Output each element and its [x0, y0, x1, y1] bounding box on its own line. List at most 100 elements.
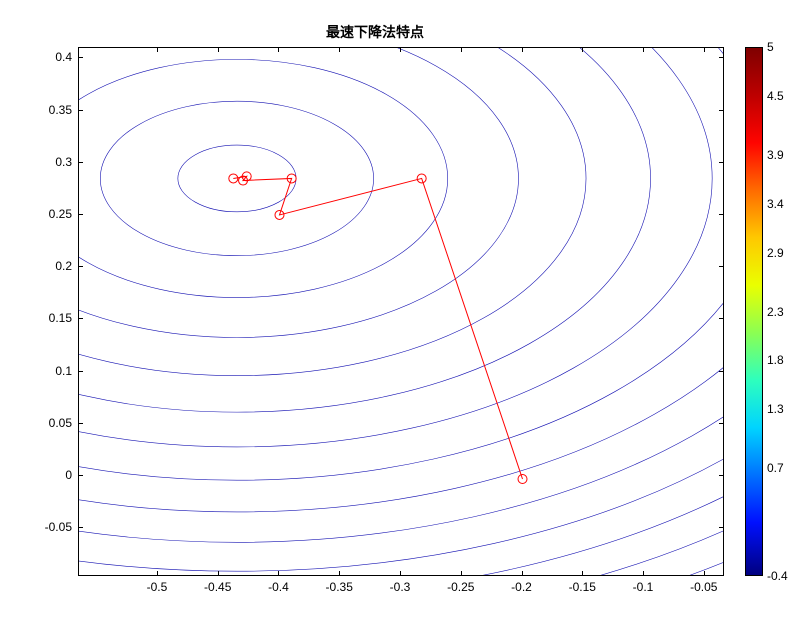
contour-level [79, 48, 723, 480]
x-tick-mark [643, 47, 644, 52]
contour-level [79, 48, 723, 575]
y-tick-mark [78, 527, 83, 528]
y-tick-mark [719, 57, 724, 58]
x-tick-label: -0.1 [633, 580, 654, 594]
x-tick-label: -0.5 [147, 580, 168, 594]
contour-level [79, 48, 723, 542]
plot-svg [79, 48, 723, 575]
contour-level [79, 48, 723, 575]
y-tick-mark [78, 423, 83, 424]
y-tick-mark [719, 318, 724, 319]
plot-area [78, 47, 724, 576]
x-tick-mark [582, 571, 583, 576]
contour-level [79, 48, 723, 571]
y-tick-mark [719, 423, 724, 424]
x-tick-mark [704, 47, 705, 52]
contour-level [79, 48, 723, 575]
contour-level [79, 48, 586, 376]
y-tick-label: 0.15 [12, 311, 72, 325]
y-tick-label: 0.4 [12, 50, 72, 64]
colorbar-tick-label: 1.3 [767, 402, 784, 416]
y-tick-mark [78, 162, 83, 163]
y-tick-label: 0.05 [12, 416, 72, 430]
x-tick-mark [461, 571, 462, 576]
y-tick-mark [719, 475, 724, 476]
y-tick-mark [719, 371, 724, 372]
y-tick-mark [719, 527, 724, 528]
y-tick-mark [78, 318, 83, 319]
y-tick-mark [78, 214, 83, 215]
colorbar-tick-label: -0.4 [767, 569, 788, 583]
y-tick-label: 0.1 [12, 364, 72, 378]
x-tick-mark [522, 47, 523, 52]
y-tick-mark [719, 162, 724, 163]
x-tick-mark [461, 47, 462, 52]
colorbar [745, 47, 763, 576]
contour-level [178, 145, 296, 212]
x-tick-label: -0.4 [268, 580, 289, 594]
x-tick-mark [400, 571, 401, 576]
contour-level [79, 48, 723, 575]
colorbar-tick-label: 5 [767, 40, 774, 54]
contour-level [100, 101, 373, 255]
y-tick-label: -0.05 [12, 520, 72, 534]
x-tick-label: -0.25 [447, 580, 474, 594]
x-tick-mark [339, 571, 340, 576]
y-tick-label: 0.25 [12, 207, 72, 221]
x-tick-mark [643, 571, 644, 576]
contour-level [79, 48, 723, 575]
x-tick-label: -0.45 [204, 580, 231, 594]
contour-level [79, 48, 723, 575]
contour-level [79, 48, 723, 575]
y-tick-label: 0.3 [12, 155, 72, 169]
x-tick-mark [157, 47, 158, 52]
colorbar-tick-label: 3.4 [767, 197, 784, 211]
contour-level [79, 48, 723, 575]
x-tick-mark [278, 571, 279, 576]
y-tick-mark [719, 214, 724, 215]
colorbar-tick-label: 1.8 [767, 353, 784, 367]
x-tick-label: -0.35 [326, 580, 353, 594]
contour-level [79, 48, 518, 338]
y-tick-mark [719, 266, 724, 267]
y-tick-label: 0.35 [12, 103, 72, 117]
x-tick-mark [218, 47, 219, 52]
x-tick-mark [704, 571, 705, 576]
y-tick-mark [78, 266, 83, 267]
y-tick-mark [78, 110, 83, 111]
colorbar-tick-label: 4.5 [767, 89, 784, 103]
contour-level [79, 59, 448, 297]
x-tick-mark [522, 571, 523, 576]
y-tick-mark [78, 371, 83, 372]
x-tick-mark [400, 47, 401, 52]
x-tick-mark [278, 47, 279, 52]
contour-level [79, 48, 723, 575]
contour-level [79, 48, 723, 512]
y-tick-mark [78, 475, 83, 476]
colorbar-tick-label: 2.9 [767, 246, 784, 260]
contour-level [79, 48, 723, 575]
descent-path [233, 176, 522, 479]
contour-level [79, 48, 651, 412]
x-tick-label: -0.15 [569, 580, 596, 594]
contour-level [79, 48, 723, 575]
y-tick-mark [78, 57, 83, 58]
colorbar-tick-label: 2.3 [767, 305, 784, 319]
colorbar-tick-label: 3.9 [767, 148, 784, 162]
colorbar-tick-label: 0.7 [767, 461, 784, 475]
contour-level [79, 48, 723, 575]
x-tick-mark [582, 47, 583, 52]
contour-level [79, 48, 712, 447]
x-tick-mark [157, 571, 158, 576]
contour-level [79, 48, 723, 575]
contour-level [79, 48, 723, 575]
x-tick-label: -0.3 [390, 580, 411, 594]
x-tick-label: -0.2 [511, 580, 532, 594]
chart-container: 最速下降法特点 -0.05 0 0.05 0.1 0.15 0.2 0.25 0.3 0.35 0… [0, 0, 800, 631]
y-tick-label: 0 [12, 468, 72, 482]
chart-title: 最速下降法特点 [0, 22, 750, 42]
y-tick-mark [719, 110, 724, 111]
x-tick-mark [339, 47, 340, 52]
contour-level [79, 48, 723, 575]
y-tick-label: 0.2 [12, 259, 72, 273]
